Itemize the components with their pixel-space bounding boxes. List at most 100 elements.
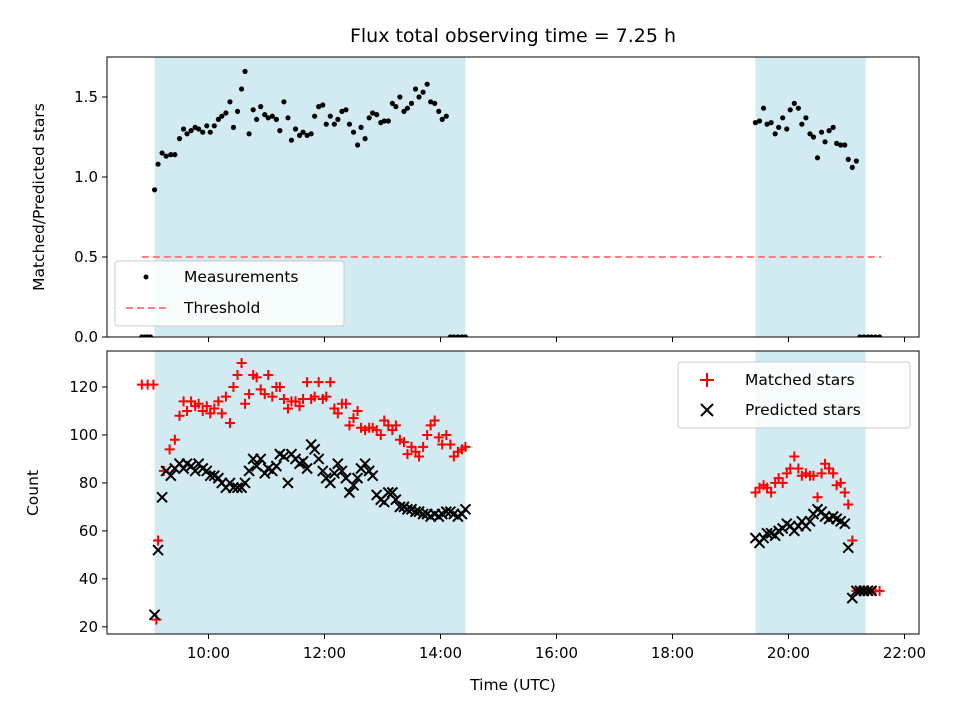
measurement-point bbox=[320, 102, 326, 108]
predicted-star-point bbox=[317, 465, 329, 477]
predicted-star-point bbox=[308, 443, 321, 456]
matched-star-point bbox=[793, 463, 804, 474]
measurement-point bbox=[768, 120, 774, 126]
measurement-point bbox=[312, 113, 318, 119]
bottom-y-tick-label: 60 bbox=[79, 522, 98, 540]
measurement-point bbox=[393, 104, 399, 110]
measurement-point bbox=[327, 113, 333, 119]
measurement-point bbox=[814, 155, 821, 161]
measurement-point bbox=[343, 107, 349, 113]
measurement-point bbox=[308, 131, 314, 137]
matched-star-point bbox=[278, 393, 289, 404]
matched-star-point bbox=[375, 429, 386, 440]
measurement-point bbox=[455, 334, 461, 337]
top-x-ticks bbox=[208, 337, 905, 342]
bottom-y-tick-label: 20 bbox=[79, 618, 98, 636]
measurement-point bbox=[335, 116, 341, 122]
measurement-point bbox=[147, 334, 154, 337]
matched-star-point bbox=[835, 477, 846, 488]
top-plot-area bbox=[139, 68, 883, 337]
measurement-point bbox=[184, 131, 190, 137]
matched-star-point bbox=[441, 429, 452, 440]
predicted-star-point bbox=[156, 491, 168, 504]
top-y-tick-label: 1.0 bbox=[74, 168, 98, 186]
measurement-point bbox=[277, 128, 283, 134]
matched-star-point bbox=[843, 499, 854, 510]
measurement-point bbox=[397, 94, 403, 100]
measurement-point bbox=[764, 121, 770, 127]
predicted-star-point bbox=[336, 465, 348, 477]
measurement-point bbox=[219, 113, 225, 119]
top-legend-box bbox=[114, 260, 345, 327]
top-panel-marks bbox=[139, 68, 883, 337]
x-axis-label: Time (UTC) bbox=[469, 676, 556, 694]
measurement-point bbox=[323, 121, 329, 127]
predicted-star-point bbox=[204, 470, 216, 482]
measurement-point bbox=[822, 139, 828, 145]
measurement-point bbox=[168, 152, 174, 158]
predicted-star-point bbox=[839, 517, 851, 530]
measurement-point bbox=[346, 121, 353, 127]
matched-star-point bbox=[169, 434, 180, 445]
measurement-point bbox=[857, 334, 863, 337]
matched-star-point bbox=[274, 381, 285, 392]
measurement-point bbox=[200, 129, 206, 135]
matched-star-point bbox=[164, 444, 175, 455]
predicted-star-point bbox=[386, 486, 399, 499]
predicted-star-point bbox=[401, 503, 414, 515]
predicted-star-point bbox=[243, 465, 255, 477]
predicted-star-point bbox=[312, 453, 325, 465]
matched-star-point bbox=[259, 389, 270, 400]
predicted-star-point bbox=[328, 467, 341, 480]
predicted-star-point bbox=[417, 508, 429, 520]
legend-matched-label: Matched stars bbox=[745, 371, 855, 389]
measurement-point bbox=[760, 105, 767, 111]
x-tick-label: 12:00 bbox=[303, 644, 346, 662]
bottom-x-ticks: 10:00 12:00 14:00 16:00 18:00 20:00 22:00 bbox=[187, 634, 926, 662]
predicted-star-point bbox=[301, 462, 313, 475]
measurement-point bbox=[254, 116, 260, 122]
measurement-point bbox=[428, 99, 434, 105]
matched-star-point bbox=[302, 377, 313, 388]
measurement-point bbox=[350, 129, 357, 135]
matched-star-point bbox=[267, 391, 278, 402]
matched-star-point bbox=[777, 477, 788, 488]
bottom-y-ticks: 20 40 60 80 100 120 bbox=[69, 378, 107, 636]
matched-star-point bbox=[193, 398, 204, 409]
measurement-point bbox=[354, 142, 361, 148]
matched-star-point bbox=[460, 441, 471, 452]
matched-star-point bbox=[816, 468, 827, 479]
measurement-point bbox=[876, 334, 883, 337]
measurement-point bbox=[207, 129, 213, 135]
matched-star-point bbox=[209, 403, 220, 414]
matched-star-point bbox=[216, 408, 227, 419]
top-legend: Measurements Threshold bbox=[114, 260, 345, 327]
predicted-star-point bbox=[761, 527, 773, 539]
matched-star-point bbox=[244, 389, 255, 400]
bottom-panel-marks bbox=[136, 357, 885, 625]
top-axes-frame bbox=[106, 56, 920, 338]
measurement-point bbox=[163, 153, 169, 159]
measurement-point bbox=[849, 164, 855, 170]
measurement-point bbox=[772, 131, 778, 137]
top-y-ticks: 0.0 0.5 1.0 1.5 bbox=[74, 88, 107, 346]
matched-star-point bbox=[236, 357, 247, 368]
bottom-y-tick-label: 40 bbox=[79, 570, 98, 588]
predicted-star-point bbox=[165, 470, 177, 482]
measurement-point bbox=[381, 118, 387, 124]
measurement-point bbox=[420, 89, 426, 95]
matched-star-point bbox=[344, 420, 355, 431]
measurement-point bbox=[439, 116, 445, 122]
predicted-star-point bbox=[254, 453, 267, 465]
measurement-point bbox=[799, 121, 805, 127]
top-y-tick-label: 0.5 bbox=[74, 248, 98, 266]
matched-star-point bbox=[390, 420, 401, 431]
matched-star-point bbox=[153, 535, 164, 546]
measurement-point bbox=[807, 131, 813, 137]
measurement-point bbox=[443, 113, 449, 119]
matched-star-point bbox=[263, 369, 274, 380]
legend-measurements-label: Measurements bbox=[184, 268, 299, 286]
measurement-point bbox=[331, 121, 337, 127]
bottom-y-axis-label: Count bbox=[24, 470, 42, 516]
